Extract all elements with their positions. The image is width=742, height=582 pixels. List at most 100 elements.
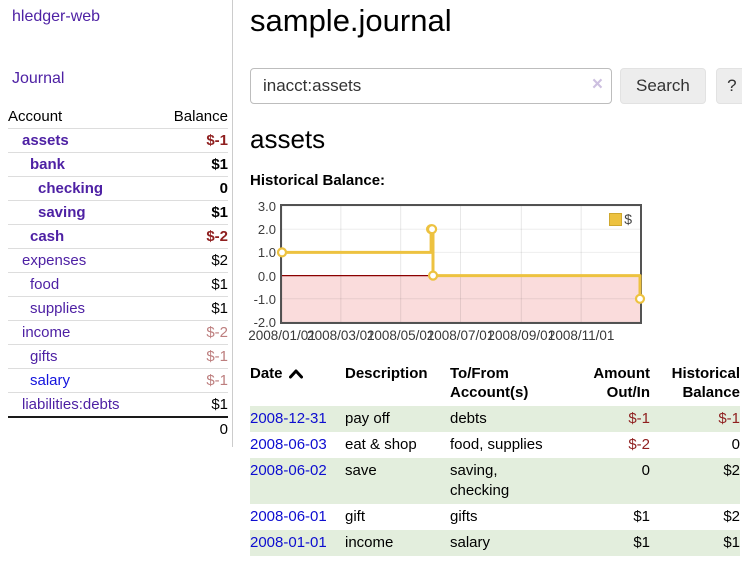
sidebar-account-link-assets[interactable]: assets (22, 132, 69, 149)
transaction-date-link[interactable]: 2008-06-02 (250, 462, 327, 479)
transaction-amount: $1 (633, 508, 650, 525)
transaction-description: eat & shop (345, 436, 417, 453)
y-axis-tick-label: 2.0 (257, 222, 276, 238)
account-balance: $-2 (156, 224, 228, 249)
transaction-row: 2008-06-02 save saving, checking 0 $2 (250, 458, 740, 504)
transaction-date: 2008-01-01 (250, 530, 345, 556)
account-row: food $1 (8, 272, 228, 297)
sidebar-account-link-checking[interactable]: checking (38, 180, 104, 197)
historical-balance-chart: 3.0 2.0 1.0 0.0 -1.0 -2.0 $ 2008/01/01 2008/03… (248, 199, 730, 346)
account-balance: $-1 (156, 368, 228, 393)
chart-legend: $ (607, 210, 634, 228)
transaction-description: save (345, 458, 450, 504)
transaction-accounts: gifts (450, 508, 478, 525)
chart-plot-area: $ (276, 204, 646, 324)
transaction-description: income (345, 530, 450, 556)
account-row: checking 0 (8, 176, 228, 201)
account-balance: $1 (156, 200, 228, 225)
x-axis-tick-label: 2008/03/01 (307, 328, 375, 343)
register-header-row: Date Description To/From Account(s) Amount Ou… (250, 364, 740, 406)
sidebar-account-link-liabilities-debts[interactable]: liabilities:debts (22, 396, 120, 413)
sidebar: hledger-web Journal Account Balance asse… (0, 0, 233, 582)
sidebar-account-link-salary[interactable]: salary (30, 372, 71, 389)
y-axis-tick-label: -1.0 (253, 291, 276, 307)
accounts-total-row: 0 (8, 416, 228, 441)
sidebar-account-link-bank[interactable]: bank (30, 156, 66, 173)
account-row: income $-2 (8, 320, 228, 345)
transaction-description: gift (345, 508, 366, 525)
chart-title: Historical Balance: (250, 172, 386, 189)
sort-caret-up-icon (288, 369, 303, 379)
x-axis-tick-label: 2008/07/01 (426, 328, 495, 343)
transaction-date-link[interactable]: 2008-01-01 (250, 534, 327, 551)
transaction-date-link[interactable]: 2008-12-31 (250, 410, 327, 427)
transaction-row: 2008-12-31 pay off debts $-1 $-1 (250, 406, 740, 432)
account-balance: $-1 (156, 128, 228, 153)
account-row: supplies $1 (8, 296, 228, 321)
search-row: × Search ? (250, 68, 742, 104)
y-axis-tick-label: -2.0 (253, 315, 276, 330)
account-row: expenses $2 (8, 248, 228, 273)
register-table: Date Description To/From Account(s) Amount Ou… (250, 364, 740, 556)
transaction-date: 2008-06-03 (250, 432, 345, 458)
transaction-balance: $2 (723, 508, 740, 525)
transaction-date: 2008-06-01 (250, 504, 345, 530)
transaction-amount: $-1 (565, 406, 650, 432)
register-col-header-amount: Amount Out/In (593, 365, 650, 401)
transaction-balance: $2 (650, 458, 740, 504)
accounts-table: Account Balance assets $-1 bank $1 checking 0… (8, 105, 228, 441)
transaction-balance: 0 (731, 436, 740, 453)
x-axis-tick-label: 2008/05/01 (366, 328, 435, 343)
legend-swatch-icon (609, 212, 623, 226)
x-axis-tick-label: 2008/09/01 (487, 328, 556, 343)
sidebar-account-link-saving[interactable]: saving (38, 204, 86, 221)
account-balance: 0 (156, 176, 228, 201)
transaction-balance: $1 (650, 530, 740, 556)
transaction-amount: 0 (565, 458, 650, 504)
account-balance: $1 (156, 272, 228, 297)
account-row: gifts $-1 (8, 344, 228, 369)
sidebar-account-link-cash[interactable]: cash (30, 228, 65, 245)
transaction-description: pay off (345, 406, 450, 432)
account-balance: $1 (156, 152, 228, 177)
transaction-row: 2008-01-01 income salary $1 $1 (250, 530, 740, 556)
sidebar-account-link-supplies[interactable]: supplies (30, 300, 86, 317)
search-input[interactable] (250, 68, 612, 104)
transaction-row: 2008-06-01 gift gifts $1 $2 (250, 504, 740, 530)
search-button[interactable]: Search (620, 68, 706, 104)
account-row: salary $-1 (8, 368, 228, 393)
legend-label: $ (624, 211, 632, 227)
account-balance: $2 (156, 248, 228, 273)
accounts-header-row: Account Balance (8, 105, 228, 129)
clear-search-icon[interactable]: × (591, 74, 603, 95)
transaction-amount: $-2 (628, 436, 650, 453)
page-title: sample.journal (250, 3, 452, 38)
register-col-header-description: Description (345, 365, 428, 382)
transaction-date-link[interactable]: 2008-06-03 (250, 436, 327, 453)
y-axis-tick-label: 0.0 (257, 268, 276, 284)
register-col-header-date[interactable]: Date (250, 364, 345, 406)
transaction-accounts: salary (450, 530, 565, 556)
chart-canvas (276, 205, 646, 323)
account-row: saving $1 (8, 200, 228, 225)
transaction-balance: $-1 (650, 406, 740, 432)
account-row: bank $1 (8, 152, 228, 177)
sidebar-item-journal[interactable]: Journal (12, 70, 65, 87)
transaction-accounts: debts (450, 406, 565, 432)
transaction-date-link[interactable]: 2008-06-01 (250, 508, 327, 525)
brand-link[interactable]: hledger-web (12, 8, 101, 25)
transaction-amount: $1 (565, 530, 650, 556)
main-content: sample.journal × Search ? assets Histori… (233, 0, 742, 582)
transaction-accounts: food, supplies (450, 436, 543, 453)
account-balance: $1 (156, 296, 228, 321)
sidebar-account-link-expenses[interactable]: expenses (22, 252, 87, 269)
transaction-accounts: saving, checking (450, 458, 565, 504)
search-help-button[interactable]: ? (715, 68, 742, 104)
transaction-row: 2008-06-03 eat & shop food, supplies $-2 0 (250, 432, 740, 458)
account-balance: $-1 (156, 344, 228, 369)
transaction-date: 2008-12-31 (250, 406, 345, 432)
sidebar-account-link-food[interactable]: food (30, 276, 60, 293)
sidebar-account-link-income[interactable]: income (22, 324, 71, 341)
y-axis-tick-label: 1.0 (257, 245, 276, 261)
sidebar-account-link-gifts[interactable]: gifts (30, 348, 58, 365)
